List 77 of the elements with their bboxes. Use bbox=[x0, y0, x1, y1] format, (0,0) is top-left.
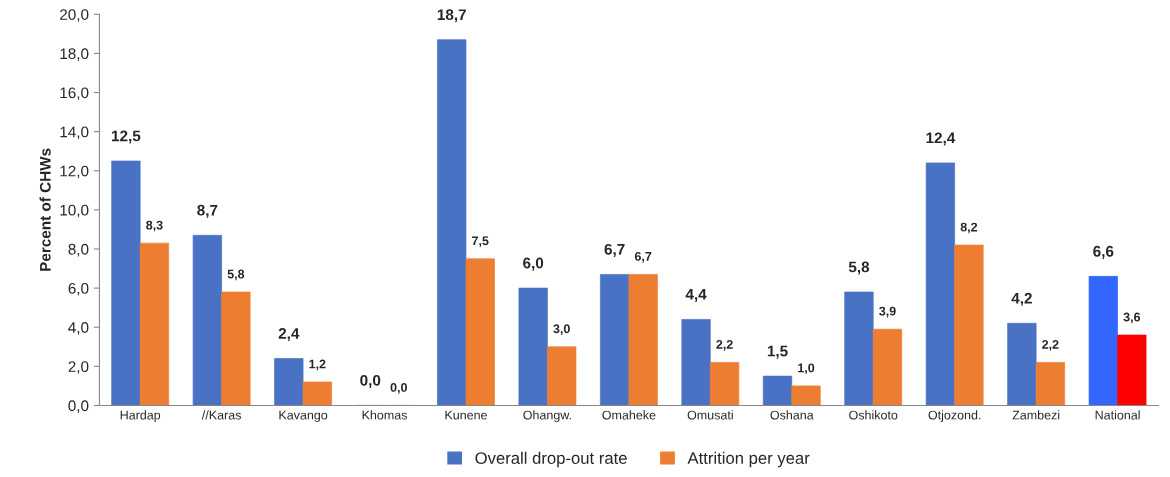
data-label: 2,2 bbox=[716, 339, 733, 351]
x-tick-label: Zambezi bbox=[1012, 410, 1060, 420]
y-tick-label: 20,0 bbox=[60, 9, 89, 22]
bar bbox=[465, 258, 495, 406]
bar bbox=[1088, 276, 1118, 406]
data-label: 3,0 bbox=[553, 324, 570, 336]
data-label: 18,7 bbox=[437, 9, 466, 23]
y-axis-title: Percent of CHWs bbox=[39, 148, 51, 271]
y-tick-label: 14,0 bbox=[60, 126, 89, 140]
x-tick-label: Kavango bbox=[279, 410, 328, 422]
bar bbox=[111, 160, 141, 406]
data-label: 3,9 bbox=[879, 306, 896, 318]
data-label: 0,0 bbox=[360, 374, 381, 388]
data-label: 1,2 bbox=[309, 359, 326, 371]
bar bbox=[681, 319, 711, 406]
data-label: 4,4 bbox=[685, 289, 707, 302]
bar bbox=[762, 375, 793, 406]
bar bbox=[628, 274, 658, 406]
data-label: 8,3 bbox=[146, 220, 163, 232]
y-tick-label: 0,0 bbox=[68, 400, 89, 413]
x-tick-label: Ohangw. bbox=[523, 410, 571, 422]
data-label: 6,7 bbox=[634, 251, 652, 263]
data-label: 12,5 bbox=[112, 130, 141, 144]
y-tick-label: 8,0 bbox=[68, 243, 89, 257]
bar bbox=[791, 385, 821, 406]
data-label: 0,0 bbox=[390, 383, 407, 394]
data-label: 6,7 bbox=[604, 243, 625, 257]
bar bbox=[274, 358, 304, 406]
x-tick-label: Khomas bbox=[362, 410, 407, 420]
bar bbox=[518, 287, 548, 406]
y-tick-label: 6,0 bbox=[68, 282, 89, 296]
x-tick-label: Otjozond. bbox=[928, 410, 981, 422]
y-tick-label: 4,0 bbox=[68, 322, 89, 335]
data-label: 2,2 bbox=[1042, 339, 1059, 351]
data-label: 6,0 bbox=[523, 257, 544, 271]
data-label: 8,7 bbox=[197, 204, 218, 218]
data-label: 5,8 bbox=[848, 261, 870, 275]
y-tick-label: 12,0 bbox=[60, 165, 89, 179]
legend-label: Attrition per year bbox=[687, 451, 810, 468]
y-tick-label: 18,0 bbox=[60, 48, 89, 61]
bar bbox=[302, 381, 332, 406]
y-tick-label: 16,0 bbox=[60, 87, 89, 101]
bar bbox=[954, 244, 984, 406]
y-tick-label: 2,0 bbox=[68, 361, 89, 374]
data-label: 5,8 bbox=[227, 269, 245, 281]
legend-label: Overall drop-out rate bbox=[475, 451, 627, 468]
y-tick-label: 10,0 bbox=[60, 204, 89, 218]
bar bbox=[709, 362, 740, 406]
x-tick-label: Kunene bbox=[445, 410, 487, 420]
x-tick-label: Oshikoto bbox=[849, 410, 898, 420]
x-tick-label: Hardap bbox=[120, 410, 161, 422]
bar bbox=[192, 234, 222, 406]
x-tick-label: Omaheke bbox=[602, 410, 656, 420]
x-tick-label: National bbox=[1095, 410, 1140, 420]
data-label: 12,4 bbox=[926, 132, 956, 146]
bar bbox=[221, 291, 251, 406]
data-label: 1,0 bbox=[798, 363, 815, 375]
data-label: 4,2 bbox=[1011, 292, 1032, 306]
bar bbox=[925, 162, 956, 406]
data-label: 6,6 bbox=[1093, 245, 1114, 259]
data-label: 7,5 bbox=[472, 236, 489, 247]
bar bbox=[844, 291, 874, 406]
data-label: 2,4 bbox=[278, 328, 300, 342]
data-label: 3,6 bbox=[1123, 312, 1141, 324]
bar bbox=[437, 39, 467, 406]
bar bbox=[872, 328, 903, 406]
bar bbox=[600, 274, 630, 406]
bar bbox=[1007, 322, 1037, 406]
data-label: 8,2 bbox=[960, 222, 978, 234]
bar bbox=[139, 242, 170, 406]
bar bbox=[1117, 334, 1147, 406]
bar bbox=[547, 346, 577, 406]
bar bbox=[1035, 362, 1065, 406]
x-tick-label: Omusati bbox=[687, 410, 733, 420]
x-tick-label: Oshana bbox=[770, 410, 814, 420]
data-label: 1,5 bbox=[767, 345, 788, 359]
x-tick-label: //Karas bbox=[201, 410, 241, 420]
